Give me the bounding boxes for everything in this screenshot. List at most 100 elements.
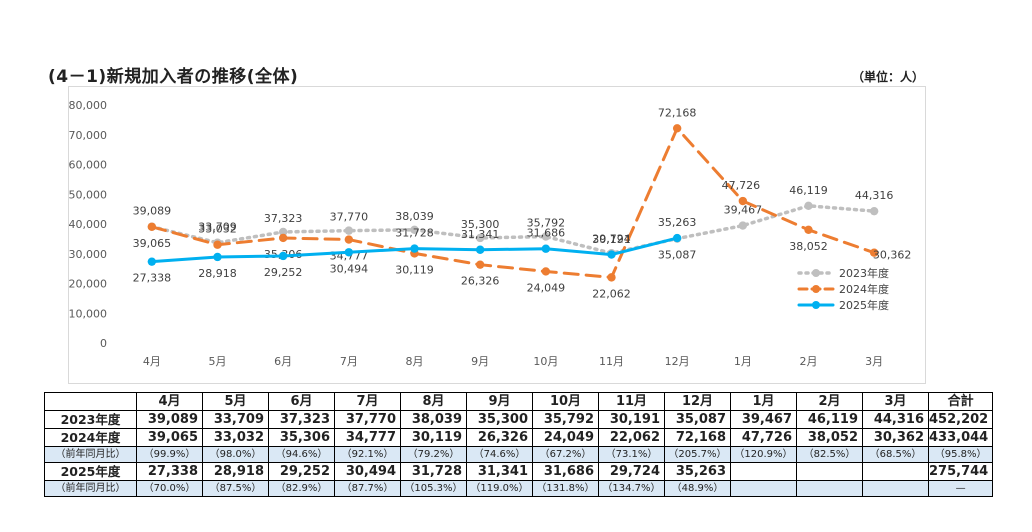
data-label: 30,494 <box>330 262 369 275</box>
data-point <box>147 257 157 266</box>
table-header: 1月 <box>730 392 797 411</box>
table-cell: 29,724 <box>598 462 665 481</box>
data-table: 4月 5月 6月 7月 8月 9月 10月 11月 12月 1月 2月 3月 合計 2023年度 39,0… <box>44 392 994 497</box>
data-label: 35,087 <box>658 249 697 262</box>
data-label: 30,191 <box>592 233 631 246</box>
table-row: （前年同月比） （70.0%） （87.5%） （82.9%） （87.7%） （105.… <box>44 480 994 497</box>
data-point <box>475 245 485 254</box>
table-cell: 44,316 <box>862 410 929 429</box>
table-header: 合計 <box>927 392 994 411</box>
table-cell: 22,062 <box>598 428 665 447</box>
table-cell: 38,039 <box>400 410 467 429</box>
data-point <box>278 251 288 261</box>
table-cell: 275,744 <box>927 462 994 481</box>
legend-label: 2024年度 <box>839 282 889 296</box>
data-label: 31,341 <box>461 228 500 241</box>
y-tick-label: 40,000 <box>69 218 107 231</box>
data-label: 30,362 <box>873 249 912 262</box>
table-cell: （95.8%） <box>927 446 994 463</box>
unit-label: （単位：人） <box>852 70 925 84</box>
table-cell: 31,728 <box>400 462 467 481</box>
data-label: 44,316 <box>855 189 894 202</box>
data-label: 35,300 <box>461 218 500 231</box>
table-cell: — <box>927 480 994 497</box>
data-point <box>672 233 682 243</box>
legend-label: 2025年度 <box>839 298 889 312</box>
x-tick-label: 3月 <box>865 355 883 368</box>
x-tick-label: 10月 <box>533 355 558 368</box>
data-label: 29,724 <box>592 233 631 246</box>
x-tick-label: 5月 <box>209 355 227 368</box>
data-label: 33,032 <box>198 223 237 236</box>
data-point <box>213 240 222 249</box>
data-point <box>410 225 419 235</box>
table-cell <box>796 480 863 497</box>
table-cell: （99.9%） <box>136 446 203 463</box>
table-cell: 26,326 <box>466 428 533 447</box>
row-label: 2024年度 <box>44 428 137 447</box>
table-cell: 28,918 <box>202 462 269 481</box>
table-cell: 46,119 <box>796 410 863 429</box>
x-tick-label: 6月 <box>274 355 292 368</box>
x-tick-label: 1月 <box>734 355 752 368</box>
table-cell: （74.6%） <box>466 446 533 463</box>
table-cell <box>862 480 929 497</box>
data-point <box>607 250 616 259</box>
table-cell: （105.3%） <box>400 480 467 497</box>
table-cell: 35,263 <box>664 462 731 481</box>
data-label: 22,062 <box>592 287 631 300</box>
data-point <box>804 225 813 234</box>
data-label: 24,049 <box>527 281 566 294</box>
table-cell: （87.7%） <box>334 480 401 497</box>
chart-area: 0 10,000 20,000 30,000 40,000 50,000 60,000 70,… <box>68 86 926 384</box>
legend-label: 2023年度 <box>839 266 889 280</box>
table-header-corner <box>44 392 137 411</box>
table-cell: 30,362 <box>862 428 929 447</box>
table-header: 11月 <box>598 392 665 411</box>
table-cell: 38,052 <box>796 428 863 447</box>
data-point <box>869 206 879 216</box>
data-point <box>278 233 288 243</box>
data-label: 37,770 <box>330 211 369 224</box>
table-cell: （98.0%） <box>202 446 269 463</box>
table-cell: （120.9%） <box>730 446 797 463</box>
series-line-2023年度 <box>150 204 876 255</box>
table-cell: 30,191 <box>598 410 665 429</box>
table-cell: 30,494 <box>334 462 401 481</box>
page-title: (4－1)新規加入者の推移(全体) <box>48 67 299 87</box>
table-cell: 39,089 <box>136 410 203 429</box>
table-row: 2024年度 39,065 33,032 35,306 34,777 30,119 26,3… <box>44 428 994 447</box>
legend-marker <box>812 301 820 309</box>
table-cell: 39,065 <box>136 428 203 447</box>
table-header: 3月 <box>862 392 929 411</box>
table-cell: 34,777 <box>334 428 401 447</box>
data-label: 26,326 <box>461 275 500 288</box>
row-label: 2025年度 <box>44 462 137 481</box>
data-label: 72,168 <box>658 106 697 119</box>
table-cell <box>730 480 797 497</box>
table-row: （前年同月比） （99.9%） （98.0%） （94.6%） （92.1%） （79.2… <box>44 446 994 463</box>
data-point <box>475 233 485 243</box>
legend-marker <box>812 285 820 293</box>
data-label: 46,119 <box>789 184 828 197</box>
data-label: 29,252 <box>264 266 303 279</box>
x-tick-label: 7月 <box>340 355 358 368</box>
table-cell: 72,168 <box>664 428 731 447</box>
data-point <box>475 260 485 269</box>
table-header: 7月 <box>334 392 401 411</box>
data-label: 38,039 <box>395 210 434 223</box>
table-cell: 35,300 <box>466 410 533 429</box>
data-point <box>344 248 354 257</box>
row-label: 2023年度 <box>44 410 137 429</box>
data-point <box>213 252 222 262</box>
table-cell: （119.0%） <box>466 480 533 497</box>
table-cell <box>730 462 797 481</box>
data-label: 47,726 <box>722 179 761 192</box>
table-cell: 33,709 <box>202 410 269 429</box>
data-label: 31,686 <box>527 227 566 240</box>
data-point <box>541 232 551 241</box>
y-tick-label: 50,000 <box>69 188 107 201</box>
table-header: 8月 <box>400 392 467 411</box>
table-header-row: 4月 5月 6月 7月 8月 9月 10月 11月 12月 1月 2月 3月 合計 <box>44 392 994 411</box>
table-cell: 37,770 <box>334 410 401 429</box>
